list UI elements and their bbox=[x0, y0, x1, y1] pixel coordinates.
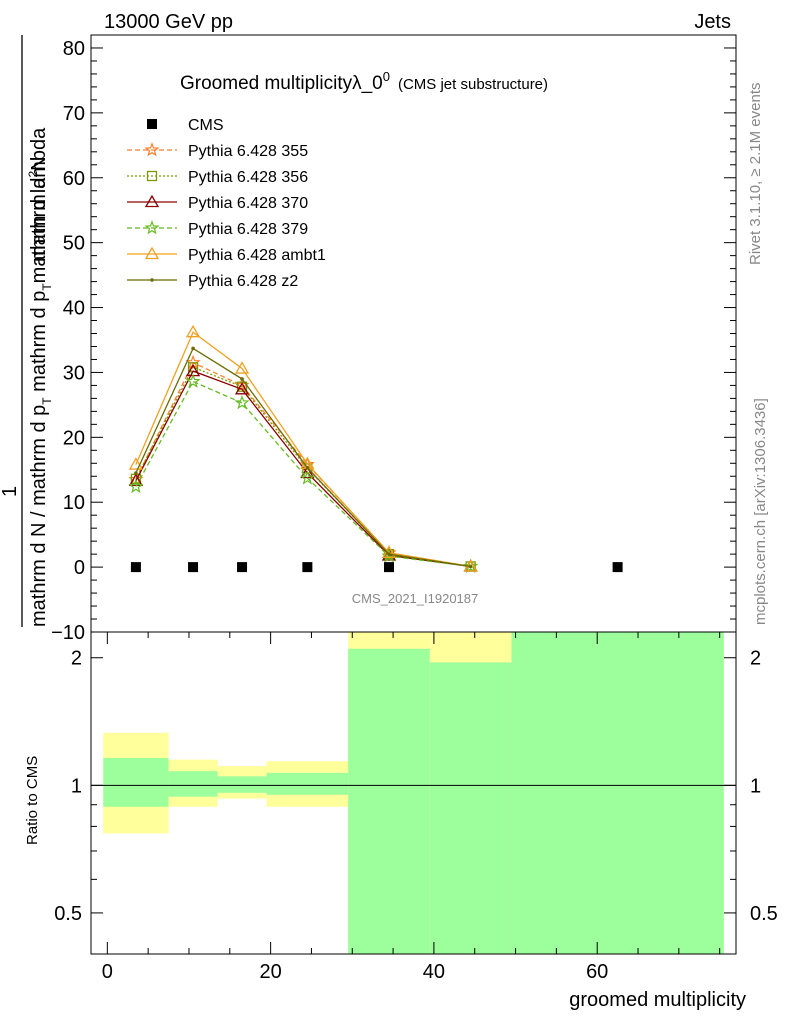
series-point-5 bbox=[191, 346, 195, 351]
y-label-den-sub2: T bbox=[40, 283, 54, 291]
data-point bbox=[612, 562, 623, 573]
stat-uncertainty-band bbox=[511, 632, 724, 954]
ratio-y-tick-label: 2 bbox=[71, 648, 82, 670]
stat-uncertainty-band bbox=[217, 776, 267, 793]
series-point-4 bbox=[185, 324, 201, 338]
y-label-den-b: mathrm d p bbox=[28, 291, 50, 398]
series-point-3 bbox=[185, 373, 201, 388]
rivet-label: Rivet 3.1.10, ≥ 2.1M events bbox=[747, 83, 764, 266]
series-point-4 bbox=[128, 457, 144, 470]
legend-label: CMS bbox=[188, 117, 224, 134]
y-label-top: mathrm d2N bbox=[26, 156, 50, 262]
ratio-bands bbox=[103, 632, 724, 954]
series-point-5 bbox=[134, 471, 138, 475]
data-point bbox=[188, 562, 199, 573]
main-y-label: mathrm d2N 1 mathrm d N / mathrm d pT ma… bbox=[0, 35, 54, 627]
series-point-4 bbox=[234, 361, 250, 374]
legend-label: Pythia 6.428 379 bbox=[188, 221, 308, 238]
series-point-3 bbox=[463, 558, 479, 573]
y-tick-label: 40 bbox=[63, 298, 85, 320]
legend-label: Pythia 6.428 355 bbox=[188, 143, 308, 160]
legend-marker bbox=[147, 119, 157, 129]
legend-label: Pythia 6.428 370 bbox=[188, 195, 308, 212]
chart-title: Groomed multiplicityλ_00 (CMS jet substru… bbox=[180, 69, 548, 94]
ratio-y-label: Ratio to CMS bbox=[24, 756, 41, 845]
ratio-frame bbox=[90, 631, 737, 955]
series-line-3 bbox=[135, 380, 471, 568]
header-right: Jets bbox=[694, 11, 731, 33]
stat-uncertainty-band bbox=[103, 758, 169, 807]
y-tick-label: −10 bbox=[51, 622, 85, 644]
y-tick-label: 0 bbox=[74, 557, 85, 579]
y-label-num: 1 bbox=[0, 486, 21, 497]
series-line-1 bbox=[135, 366, 471, 568]
ratio-y-tick-label-right: 2 bbox=[750, 648, 761, 670]
series-point-2 bbox=[234, 381, 250, 395]
x-tick-label: 20 bbox=[259, 961, 281, 983]
x-axis-label: groomed multiplicity bbox=[569, 989, 746, 1011]
stat-uncertainty-band bbox=[429, 662, 512, 954]
series-line-4 bbox=[135, 331, 471, 568]
x-tick-label: 40 bbox=[423, 961, 445, 983]
legend-marker bbox=[144, 194, 160, 208]
stat-uncertainty-band bbox=[348, 648, 430, 954]
series-point-3 bbox=[128, 478, 144, 494]
y-label-den-a: mathrm d N / mathrm d p bbox=[28, 405, 50, 627]
chart-title-note: (CMS jet substructure) bbox=[398, 76, 548, 93]
ratio-y-tick-label: 0.5 bbox=[54, 903, 82, 925]
y-tick-label: 30 bbox=[63, 362, 85, 384]
legend-marker bbox=[150, 278, 154, 282]
mcplots-label: mcplots.cern.ch [arXiv:1306.3436] bbox=[752, 398, 769, 625]
series-point-5 bbox=[305, 466, 310, 470]
y-tick-label: 80 bbox=[63, 38, 85, 60]
header-left: 13000 GeV pp bbox=[104, 11, 233, 33]
stat-uncertainty-band bbox=[266, 772, 349, 795]
y-label-top-b: N bbox=[28, 156, 50, 170]
analysis-label: CMS_2021_I1920187 bbox=[352, 591, 479, 606]
series-point-3 bbox=[234, 395, 250, 410]
series-point-5 bbox=[468, 564, 473, 569]
ratio-x-axis: 0 20 40 60 bbox=[102, 632, 721, 983]
legend-label: Pythia 6.428 z2 bbox=[188, 273, 298, 290]
legend-marker bbox=[144, 142, 160, 157]
legend-marker bbox=[144, 220, 160, 235]
stat-uncertainty-band bbox=[168, 771, 218, 797]
y-label-den-sub1: T bbox=[40, 397, 54, 405]
ratio-y-tick-label: 1 bbox=[71, 775, 82, 797]
series-point-5 bbox=[240, 377, 244, 381]
data-point bbox=[302, 562, 313, 573]
data-point bbox=[130, 562, 141, 573]
y-label-top-a: mathrm d bbox=[28, 178, 50, 262]
y-label-den: mathrm d N / mathrm d pT mathrm d pTmath… bbox=[28, 127, 54, 627]
legend-marker bbox=[144, 246, 160, 260]
ratio-y-axis: 0.5 0.5 1 1 2 2 bbox=[54, 648, 778, 925]
y-tick-label: 50 bbox=[63, 233, 85, 255]
y-tick-label: 20 bbox=[63, 427, 85, 449]
data-point bbox=[237, 562, 248, 573]
legend: CMS Pythia 6.428 355 Pythia 6.428 356 Pythi… bbox=[127, 117, 326, 290]
data-point bbox=[384, 562, 395, 573]
y-label-top-sup: 2 bbox=[26, 171, 40, 178]
y-label-den-c: mathrm d lambda bbox=[28, 127, 50, 283]
x-tick-label: 60 bbox=[586, 961, 608, 983]
legend-marker bbox=[146, 170, 158, 182]
main-series bbox=[128, 324, 623, 573]
y-tick-label: 60 bbox=[63, 168, 85, 190]
chart-title-sup: 0 bbox=[383, 69, 390, 84]
y-tick-label: 10 bbox=[63, 492, 85, 514]
series-point-4 bbox=[381, 545, 397, 558]
series-line-2 bbox=[135, 370, 471, 568]
chart-title-main: Groomed multiplicityλ_0 bbox=[180, 73, 383, 94]
series-point-5 bbox=[387, 552, 391, 556]
x-tick-label: 0 bbox=[102, 961, 113, 983]
ratio-y-tick-label-right: 0.5 bbox=[750, 903, 778, 925]
ratio-y-tick-label-right: 1 bbox=[750, 775, 761, 797]
series-line-5 bbox=[135, 347, 471, 568]
y-tick-label: 70 bbox=[63, 103, 85, 125]
legend-label: Pythia 6.428 356 bbox=[188, 169, 308, 186]
legend-label: Pythia 6.428 ambt1 bbox=[188, 247, 326, 264]
series-point-3 bbox=[299, 470, 315, 485]
